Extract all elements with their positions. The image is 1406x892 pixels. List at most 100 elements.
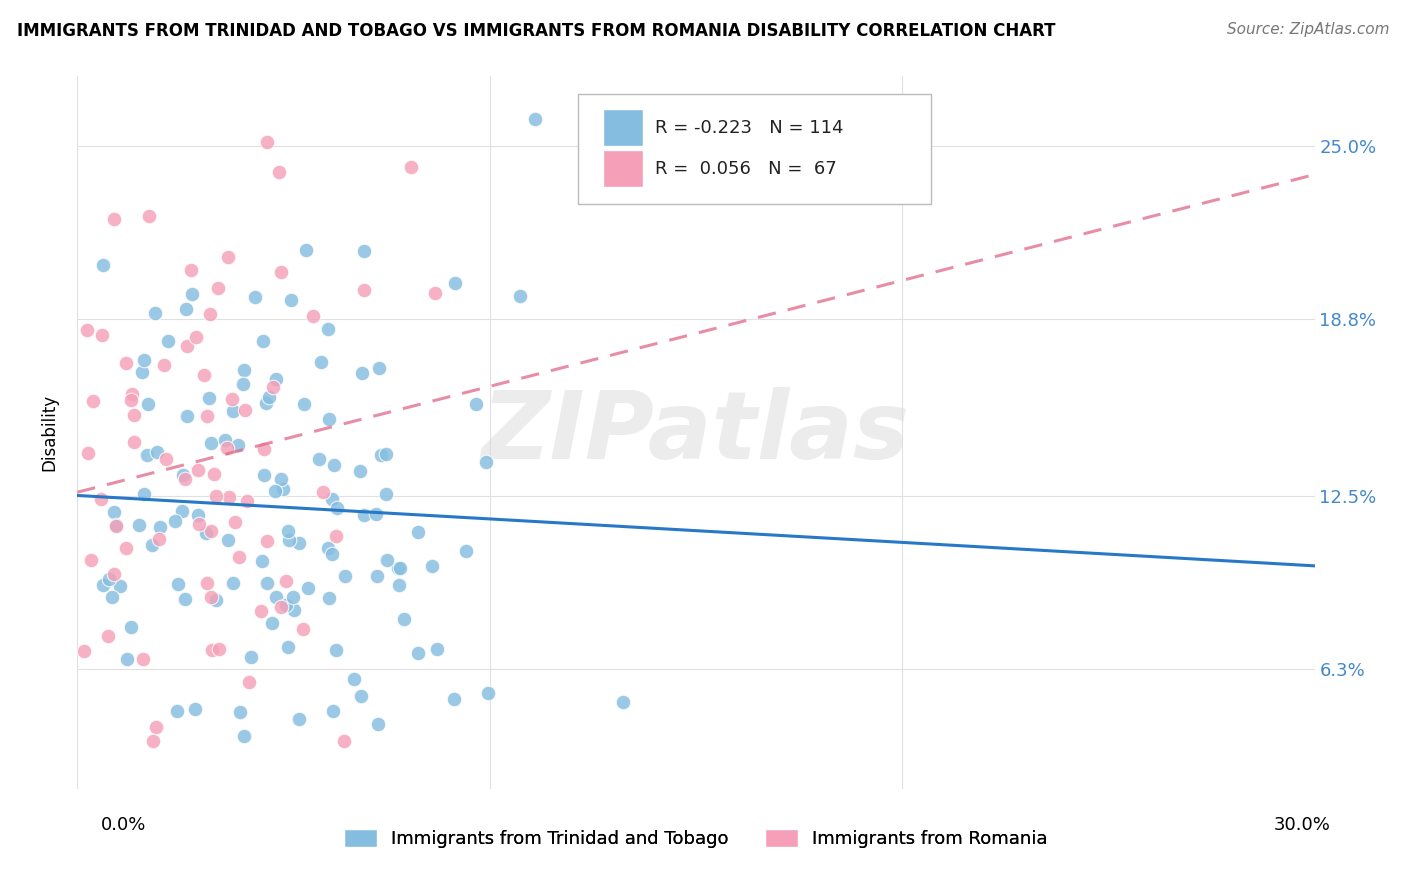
- Point: [325, 529, 347, 543]
- Point: [128, 517, 150, 532]
- Point: [176, 302, 198, 317]
- Point: [152, 358, 174, 372]
- Point: [443, 692, 465, 706]
- Point: [228, 549, 250, 564]
- Point: [100, 590, 122, 604]
- Point: [165, 514, 187, 528]
- Point: [444, 276, 467, 290]
- Point: [474, 455, 496, 469]
- Y-axis label: Disability: Disability: [41, 394, 59, 471]
- Point: [388, 578, 411, 592]
- Point: [316, 322, 339, 336]
- Point: [254, 396, 277, 410]
- Point: [82, 394, 104, 409]
- Point: [104, 519, 127, 533]
- Point: [477, 686, 499, 700]
- Point: [198, 307, 221, 321]
- Point: [136, 448, 159, 462]
- Point: [80, 553, 103, 567]
- Point: [236, 494, 259, 508]
- Point: [233, 729, 256, 743]
- Point: [288, 712, 311, 726]
- Point: [349, 464, 371, 478]
- Point: [260, 615, 283, 630]
- Point: [509, 288, 531, 302]
- Point: [233, 363, 256, 377]
- Point: [138, 209, 160, 223]
- Point: [136, 397, 159, 411]
- Point: [97, 572, 120, 586]
- Point: [375, 487, 398, 501]
- Point: [283, 590, 305, 604]
- Text: ZIPatlas: ZIPatlas: [482, 386, 910, 479]
- Point: [252, 554, 274, 568]
- Point: [141, 538, 163, 552]
- Point: [229, 705, 252, 719]
- Point: [426, 642, 449, 657]
- Point: [277, 524, 299, 538]
- Point: [170, 504, 193, 518]
- Text: IMMIGRANTS FROM TRINIDAD AND TOBAGO VS IMMIGRANTS FROM ROMANIA DISABILITY CORREL: IMMIGRANTS FROM TRINIDAD AND TOBAGO VS I…: [17, 22, 1056, 40]
- Point: [318, 591, 340, 605]
- Point: [270, 472, 292, 486]
- Point: [257, 390, 280, 404]
- Point: [176, 409, 198, 423]
- Point: [103, 212, 125, 227]
- Point: [214, 434, 236, 448]
- Point: [115, 652, 138, 666]
- Point: [218, 491, 240, 505]
- Point: [204, 489, 226, 503]
- Point: [269, 165, 291, 179]
- Point: [134, 487, 156, 501]
- Point: [172, 467, 194, 482]
- FancyBboxPatch shape: [603, 110, 643, 146]
- Point: [186, 463, 208, 477]
- Point: [308, 452, 330, 467]
- Point: [121, 387, 143, 401]
- Point: [389, 560, 412, 574]
- Point: [249, 604, 271, 618]
- Point: [374, 447, 396, 461]
- Text: Source: ZipAtlas.com: Source: ZipAtlas.com: [1226, 22, 1389, 37]
- Point: [349, 689, 371, 703]
- Point: [143, 305, 166, 319]
- Point: [195, 409, 218, 424]
- Point: [367, 361, 389, 376]
- Point: [322, 704, 344, 718]
- Point: [364, 507, 387, 521]
- Point: [176, 339, 198, 353]
- Point: [114, 541, 136, 556]
- Point: [266, 372, 288, 386]
- Point: [243, 290, 266, 304]
- Legend: Immigrants from Trinidad and Tobago, Immigrants from Romania: Immigrants from Trinidad and Tobago, Imm…: [344, 829, 1047, 848]
- Point: [612, 695, 634, 709]
- Point: [108, 578, 131, 592]
- Point: [195, 576, 218, 591]
- Point: [149, 520, 172, 534]
- Point: [280, 293, 302, 307]
- Point: [318, 412, 340, 426]
- Point: [343, 673, 366, 687]
- Point: [90, 328, 112, 343]
- Point: [256, 576, 278, 591]
- Point: [115, 356, 138, 370]
- Point: [167, 577, 190, 591]
- Point: [224, 515, 246, 529]
- Point: [73, 644, 96, 658]
- Point: [221, 404, 243, 418]
- Point: [200, 435, 222, 450]
- Point: [174, 591, 197, 606]
- Point: [253, 442, 276, 457]
- Point: [276, 574, 298, 589]
- Point: [302, 309, 325, 323]
- Point: [187, 516, 209, 531]
- Point: [288, 536, 311, 550]
- Point: [253, 468, 276, 483]
- Point: [120, 392, 142, 407]
- Point: [321, 492, 343, 507]
- Point: [297, 582, 319, 596]
- Text: R = -0.223   N = 114: R = -0.223 N = 114: [655, 119, 844, 136]
- Point: [256, 533, 278, 548]
- Point: [166, 704, 188, 718]
- Point: [370, 449, 392, 463]
